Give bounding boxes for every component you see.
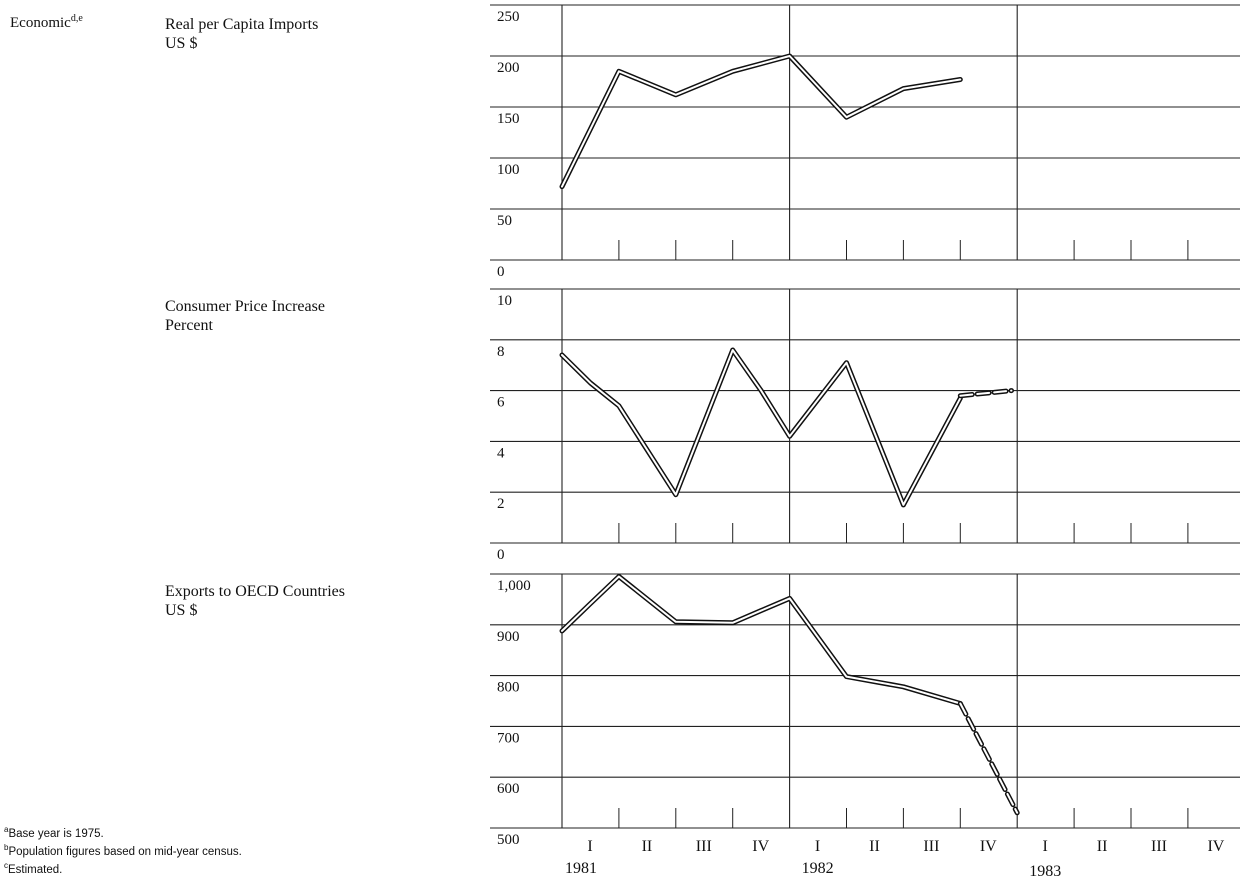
y-tick-label: 1,000 <box>497 578 531 594</box>
section-label: Economicd,e <box>10 13 83 31</box>
panel-title-imports: Real per Capita Imports US $ <box>165 16 319 52</box>
footnote-b: bPopulation figures based on mid-year ce… <box>4 842 242 858</box>
y-tick-label: 250 <box>497 9 520 25</box>
y-tick-label: 4 <box>497 445 505 461</box>
x-tick-label-quarter: II <box>1097 838 1108 855</box>
series-line-2 <box>561 575 962 705</box>
y-tick-label: 600 <box>497 781 520 797</box>
x-tick-label-quarter: II <box>869 838 880 855</box>
x-tick-label-quarter: I <box>815 838 820 855</box>
y-tick-label: 8 <box>497 344 505 360</box>
y-tick-label: 6 <box>497 395 505 411</box>
y-tick-label: 10 <box>497 293 512 309</box>
x-tick-label-year-1982: 1982 <box>802 860 834 877</box>
y-tick-label: 900 <box>497 629 520 645</box>
x-tick-label-quarter: III <box>1151 838 1167 855</box>
x-tick-label-quarter: IV <box>752 838 769 855</box>
series-estimated-line-2 <box>959 702 1019 814</box>
y-tick-label: 150 <box>497 111 520 127</box>
y-tick-label: 2 <box>497 496 505 512</box>
x-tick-label-quarter: II <box>642 838 653 855</box>
y-tick-label: 100 <box>497 162 520 178</box>
x-tick-label-quarter: IV <box>980 838 997 855</box>
x-tick-label-quarter: I <box>1043 838 1048 855</box>
series-line-0 <box>561 55 962 188</box>
x-tick-label-quarter: I <box>587 838 592 855</box>
footnote-a: aBase year is 1975. <box>4 825 104 840</box>
series-line-2-outline <box>559 574 963 706</box>
panel-title-exports: Exports to OECD Countries US $ <box>165 583 345 619</box>
panel-title-consumer-price: Consumer Price Increase Percent <box>165 298 325 334</box>
series-line-0-outline <box>559 53 963 190</box>
x-tick-label-quarter: III <box>696 838 712 855</box>
y-tick-label: 800 <box>497 680 520 696</box>
series-estimated-line-1 <box>959 389 1013 397</box>
footnotes: aBase year is 1975. bPopulation figures … <box>4 823 242 876</box>
y-tick-label: 500 <box>497 832 520 848</box>
y-tick-label: 200 <box>497 60 520 76</box>
x-tick-label-quarter: IV <box>1207 838 1224 855</box>
y-tick-label: 700 <box>497 730 520 746</box>
y-tick-label: 0 <box>497 264 505 280</box>
y-tick-label: 0 <box>497 547 505 563</box>
footnote-c: cEstimated. <box>4 860 63 876</box>
x-tick-label-year-1981: 1981 <box>565 860 597 877</box>
y-tick-label: 50 <box>497 213 512 229</box>
series-line-1 <box>561 349 962 506</box>
series-line-1-outline <box>559 347 963 508</box>
x-tick-label-year-1983: 1983 <box>1029 863 1061 879</box>
x-tick-label-quarter: III <box>923 838 939 855</box>
